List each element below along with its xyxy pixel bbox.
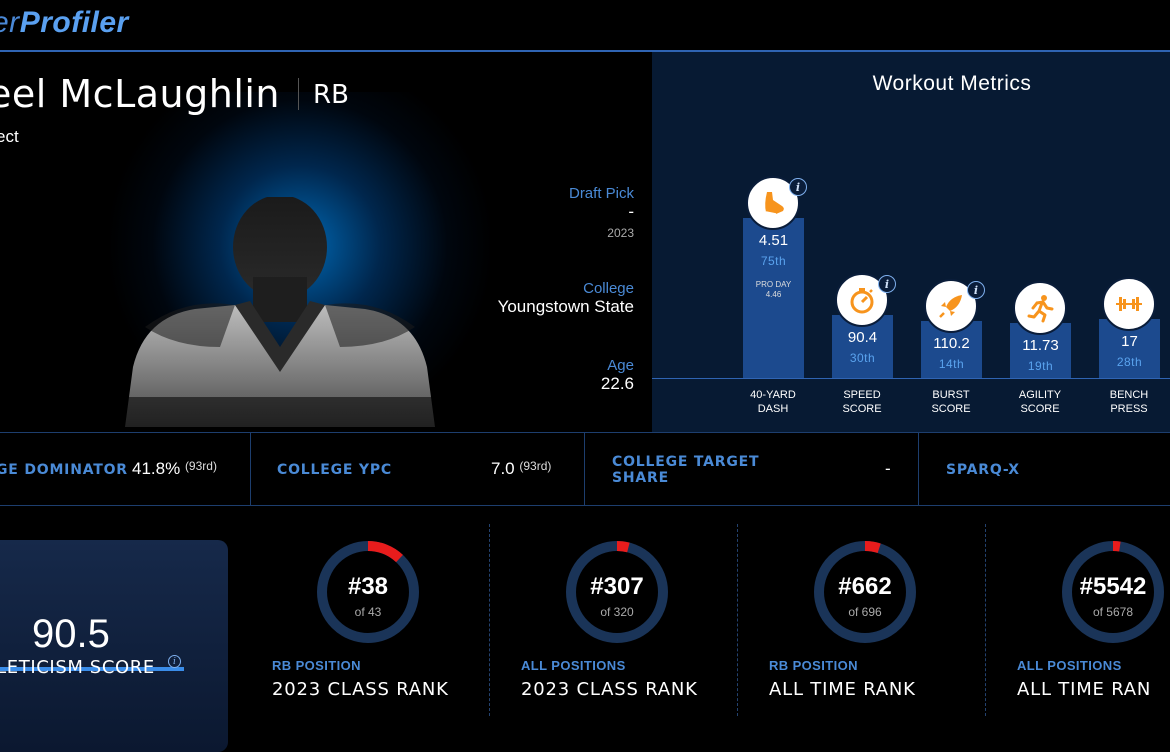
workout-metric-label: SPEED SCORE xyxy=(842,389,882,415)
running-shoe-icon xyxy=(746,176,800,230)
college-value[interactable]: Youngstown State xyxy=(497,297,634,316)
workout-baseline xyxy=(652,378,1170,379)
rank-ring xyxy=(1062,541,1164,643)
rank-category: RB POSITION xyxy=(272,658,361,673)
rank-card: #38 of 43 RB POSITION 2023 CLASS RANK xyxy=(248,506,496,752)
rank-category: RB POSITION xyxy=(769,658,858,673)
rank-number: #307 xyxy=(590,573,644,600)
name-divider xyxy=(298,78,299,110)
rank-card: #5542 of 5678 ALL POSITIONS ALL TIME RAN xyxy=(993,506,1170,752)
stat-dominator-value: 41.8% (93rd) xyxy=(132,459,217,478)
rank-number: #38 xyxy=(347,573,389,600)
stat-dominator-label: GE DOMINATOR xyxy=(0,462,128,478)
rank-total: of 5678 xyxy=(1092,605,1134,619)
workout-metric-rank: 19th xyxy=(1027,359,1054,373)
rank-card: #307 of 320 ALL POSITIONS 2023 CLASS RANK xyxy=(497,506,745,752)
player-status: ect xyxy=(0,127,19,146)
header-divider xyxy=(0,50,1170,52)
rank-divider xyxy=(985,524,986,716)
rank-ring xyxy=(566,541,668,643)
info-icon[interactable]: i xyxy=(878,275,896,293)
logo-text-part2: Profiler xyxy=(19,6,129,39)
draft-year: 2023 xyxy=(607,226,634,240)
workout-metric-label: 40-YARD DASH xyxy=(750,389,796,415)
rank-title: 2023 CLASS RANK xyxy=(521,679,698,700)
workout-bar[interactable]: 11.73 19th xyxy=(1010,323,1071,378)
stat-ypc-label: COLLEGE YPC xyxy=(277,462,392,478)
stat-ypc-value: 7.0 (93rd) xyxy=(491,459,552,478)
workout-metric-value: 90.4 xyxy=(847,329,878,346)
athleticism-info-icon[interactable]: i xyxy=(168,655,181,668)
workout-metric-value: 110.2 xyxy=(933,335,970,352)
player-hero: eel McLaughlin RB ect Draft Pick - 2023 … xyxy=(0,52,652,432)
rankings-section: 90.5 HLETICISM SCORE i #38 of 43 RB POSITI… xyxy=(0,506,1170,752)
workout-metrics-panel: Workout Metrics 4.51 75th PRO DAY 4.46 i 40-Y… xyxy=(652,52,1170,432)
workout-metric-rank: 28th xyxy=(1116,355,1143,369)
stat-target-share-value: - xyxy=(885,459,891,478)
athleticism-score-value: 90.5 xyxy=(32,612,110,656)
workout-metric-value: 11.73 xyxy=(1022,337,1059,354)
rank-title: ALL TIME RAN xyxy=(1017,679,1152,700)
workout-metric-rank: 30th xyxy=(849,351,876,365)
age-label: Age xyxy=(607,357,634,374)
stopwatch-icon xyxy=(835,273,889,327)
site-logo[interactable]: erProfiler xyxy=(0,6,129,40)
college-stats-strip: GE DOMINATOR 41.8% (93rd) COLLEGE YPC 7.… xyxy=(0,432,1170,506)
rank-ring xyxy=(814,541,916,643)
draft-pick-value: - xyxy=(628,202,634,221)
rank-category: ALL POSITIONS xyxy=(1017,658,1122,673)
athleticism-score-bar xyxy=(0,667,184,671)
stat-target-share-label: COLLEGE TARGET SHARE xyxy=(612,454,760,486)
player-silhouette-image xyxy=(125,197,435,432)
workout-metric-rank: 14th xyxy=(938,357,965,371)
draft-pick-block: Draft Pick - 2023 xyxy=(569,185,634,240)
college-block: College Youngstown State xyxy=(498,280,634,317)
rank-total: of 43 xyxy=(354,605,382,619)
age-value: 22.6 xyxy=(600,374,634,393)
rank-total: of 320 xyxy=(600,605,634,619)
rank-total: of 696 xyxy=(848,605,882,619)
rank-card: #662 of 696 RB POSITION ALL TIME RANK xyxy=(745,506,993,752)
rank-title: 2023 CLASS RANK xyxy=(272,679,449,700)
info-icon[interactable]: i xyxy=(967,281,985,299)
logo-text-part1: er xyxy=(0,6,20,39)
rank-number: #662 xyxy=(838,573,892,600)
top-bar: erProfiler xyxy=(0,0,1170,50)
workout-bar[interactable]: 4.51 75th PRO DAY 4.46 xyxy=(743,218,804,378)
stat-sparqx-label: SPARQ-X xyxy=(946,462,1020,478)
workout-metrics-title: Workout Metrics xyxy=(872,72,1032,95)
workout-metric-label: BENCH PRESS xyxy=(1109,389,1149,415)
draft-pick-label: Draft Pick xyxy=(568,185,634,202)
rank-number: #5542 xyxy=(1079,573,1147,600)
info-icon[interactable]: i xyxy=(789,178,807,196)
workout-metric-label: BURST SCORE xyxy=(931,389,971,415)
player-name: eel McLaughlin xyxy=(0,72,281,116)
rank-divider xyxy=(489,524,490,716)
rank-divider xyxy=(737,524,738,716)
age-block: Age 22.6 xyxy=(601,357,634,394)
player-position: RB xyxy=(313,80,349,110)
athleticism-score-card: 90.5 xyxy=(0,540,228,752)
runner-icon xyxy=(1013,281,1067,335)
stat-divider xyxy=(918,433,919,505)
workout-metric-label: AGILITY SCORE xyxy=(1018,389,1062,415)
rank-title: ALL TIME RANK xyxy=(769,679,916,700)
athleticism-score-label: HLETICISM SCORE xyxy=(0,657,155,678)
college-label: College xyxy=(583,280,634,297)
rank-ring xyxy=(317,541,419,643)
stat-divider xyxy=(250,433,251,505)
stat-divider xyxy=(584,433,585,505)
workout-metric-rank: 75th xyxy=(760,254,787,268)
barbell-icon xyxy=(1102,277,1156,331)
workout-pro-day: PRO DAY 4.46 xyxy=(755,280,792,299)
workout-metric-value: 17 xyxy=(1121,333,1138,350)
workout-metric-value: 4.51 xyxy=(758,232,789,249)
rank-category: ALL POSITIONS xyxy=(521,658,626,673)
